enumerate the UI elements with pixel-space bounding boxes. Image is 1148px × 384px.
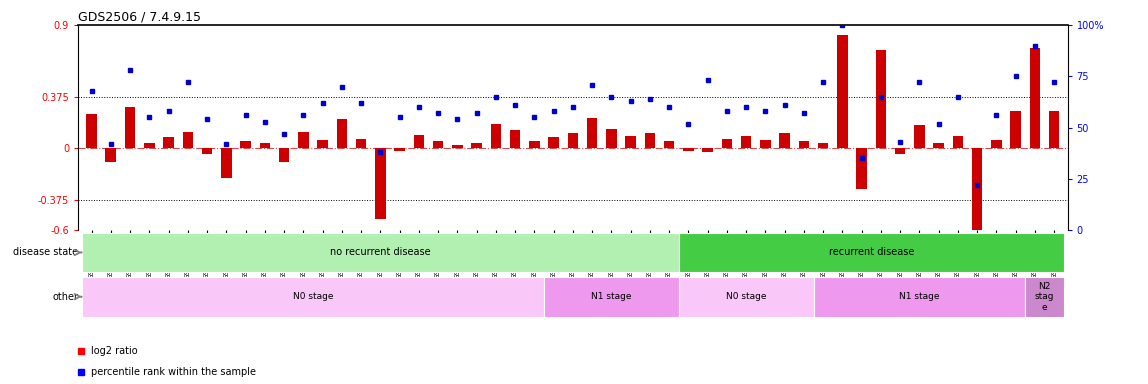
Bar <box>914 125 924 148</box>
Bar <box>606 129 616 148</box>
Bar <box>336 119 347 148</box>
Bar <box>549 137 559 148</box>
Bar <box>413 134 424 148</box>
Bar <box>678 233 1064 272</box>
Bar <box>82 233 678 272</box>
Bar <box>856 148 867 189</box>
Text: disease state: disease state <box>14 247 78 258</box>
Bar <box>933 143 944 148</box>
Bar <box>394 148 405 151</box>
Bar <box>644 133 656 148</box>
Text: N2
stag
e: N2 stag e <box>1034 282 1054 311</box>
Bar <box>991 140 1002 148</box>
Bar <box>894 148 906 154</box>
Bar <box>298 132 309 148</box>
Bar <box>779 133 790 148</box>
Bar <box>510 131 520 148</box>
Bar <box>814 277 1025 316</box>
Bar <box>740 136 752 148</box>
Bar <box>86 114 96 148</box>
Bar <box>82 277 544 316</box>
Bar <box>529 141 540 148</box>
Bar <box>817 143 829 148</box>
Bar <box>317 140 328 148</box>
Bar <box>144 143 155 148</box>
Bar <box>472 143 482 148</box>
Text: N1 stage: N1 stage <box>899 292 940 301</box>
Text: GDS2506 / 7.4.9.15: GDS2506 / 7.4.9.15 <box>78 11 201 24</box>
Bar <box>125 107 135 148</box>
Bar <box>1030 48 1040 148</box>
Bar <box>452 146 463 148</box>
Bar <box>876 50 886 148</box>
Bar <box>240 141 251 148</box>
Bar <box>567 133 579 148</box>
Text: no recurrent disease: no recurrent disease <box>329 247 430 258</box>
Bar <box>202 148 212 154</box>
Bar <box>837 35 847 148</box>
Bar <box>683 148 693 151</box>
Bar <box>626 136 636 148</box>
Bar <box>972 148 983 233</box>
Bar <box>375 148 386 219</box>
Bar <box>953 136 963 148</box>
Bar <box>760 140 770 148</box>
Bar <box>678 277 814 316</box>
Text: percentile rank within the sample: percentile rank within the sample <box>91 367 256 377</box>
Bar <box>490 124 502 148</box>
Bar <box>664 141 674 148</box>
Bar <box>703 148 713 152</box>
Bar <box>279 148 289 162</box>
Text: recurrent disease: recurrent disease <box>829 247 914 258</box>
Text: N0 stage: N0 stage <box>726 292 767 301</box>
Text: N0 stage: N0 stage <box>293 292 333 301</box>
Text: N1 stage: N1 stage <box>591 292 631 301</box>
Bar <box>259 143 270 148</box>
Text: other: other <box>53 291 78 302</box>
Bar <box>1049 111 1060 148</box>
Bar <box>222 148 232 178</box>
Bar <box>1010 111 1021 148</box>
Bar <box>799 141 809 148</box>
Text: log2 ratio: log2 ratio <box>91 346 138 356</box>
Bar <box>183 132 193 148</box>
Bar <box>356 139 366 148</box>
Bar <box>587 118 597 148</box>
Bar <box>106 148 116 162</box>
Bar <box>544 277 678 316</box>
Bar <box>433 141 443 148</box>
Bar <box>722 139 732 148</box>
Bar <box>1025 277 1064 316</box>
Bar <box>163 137 173 148</box>
